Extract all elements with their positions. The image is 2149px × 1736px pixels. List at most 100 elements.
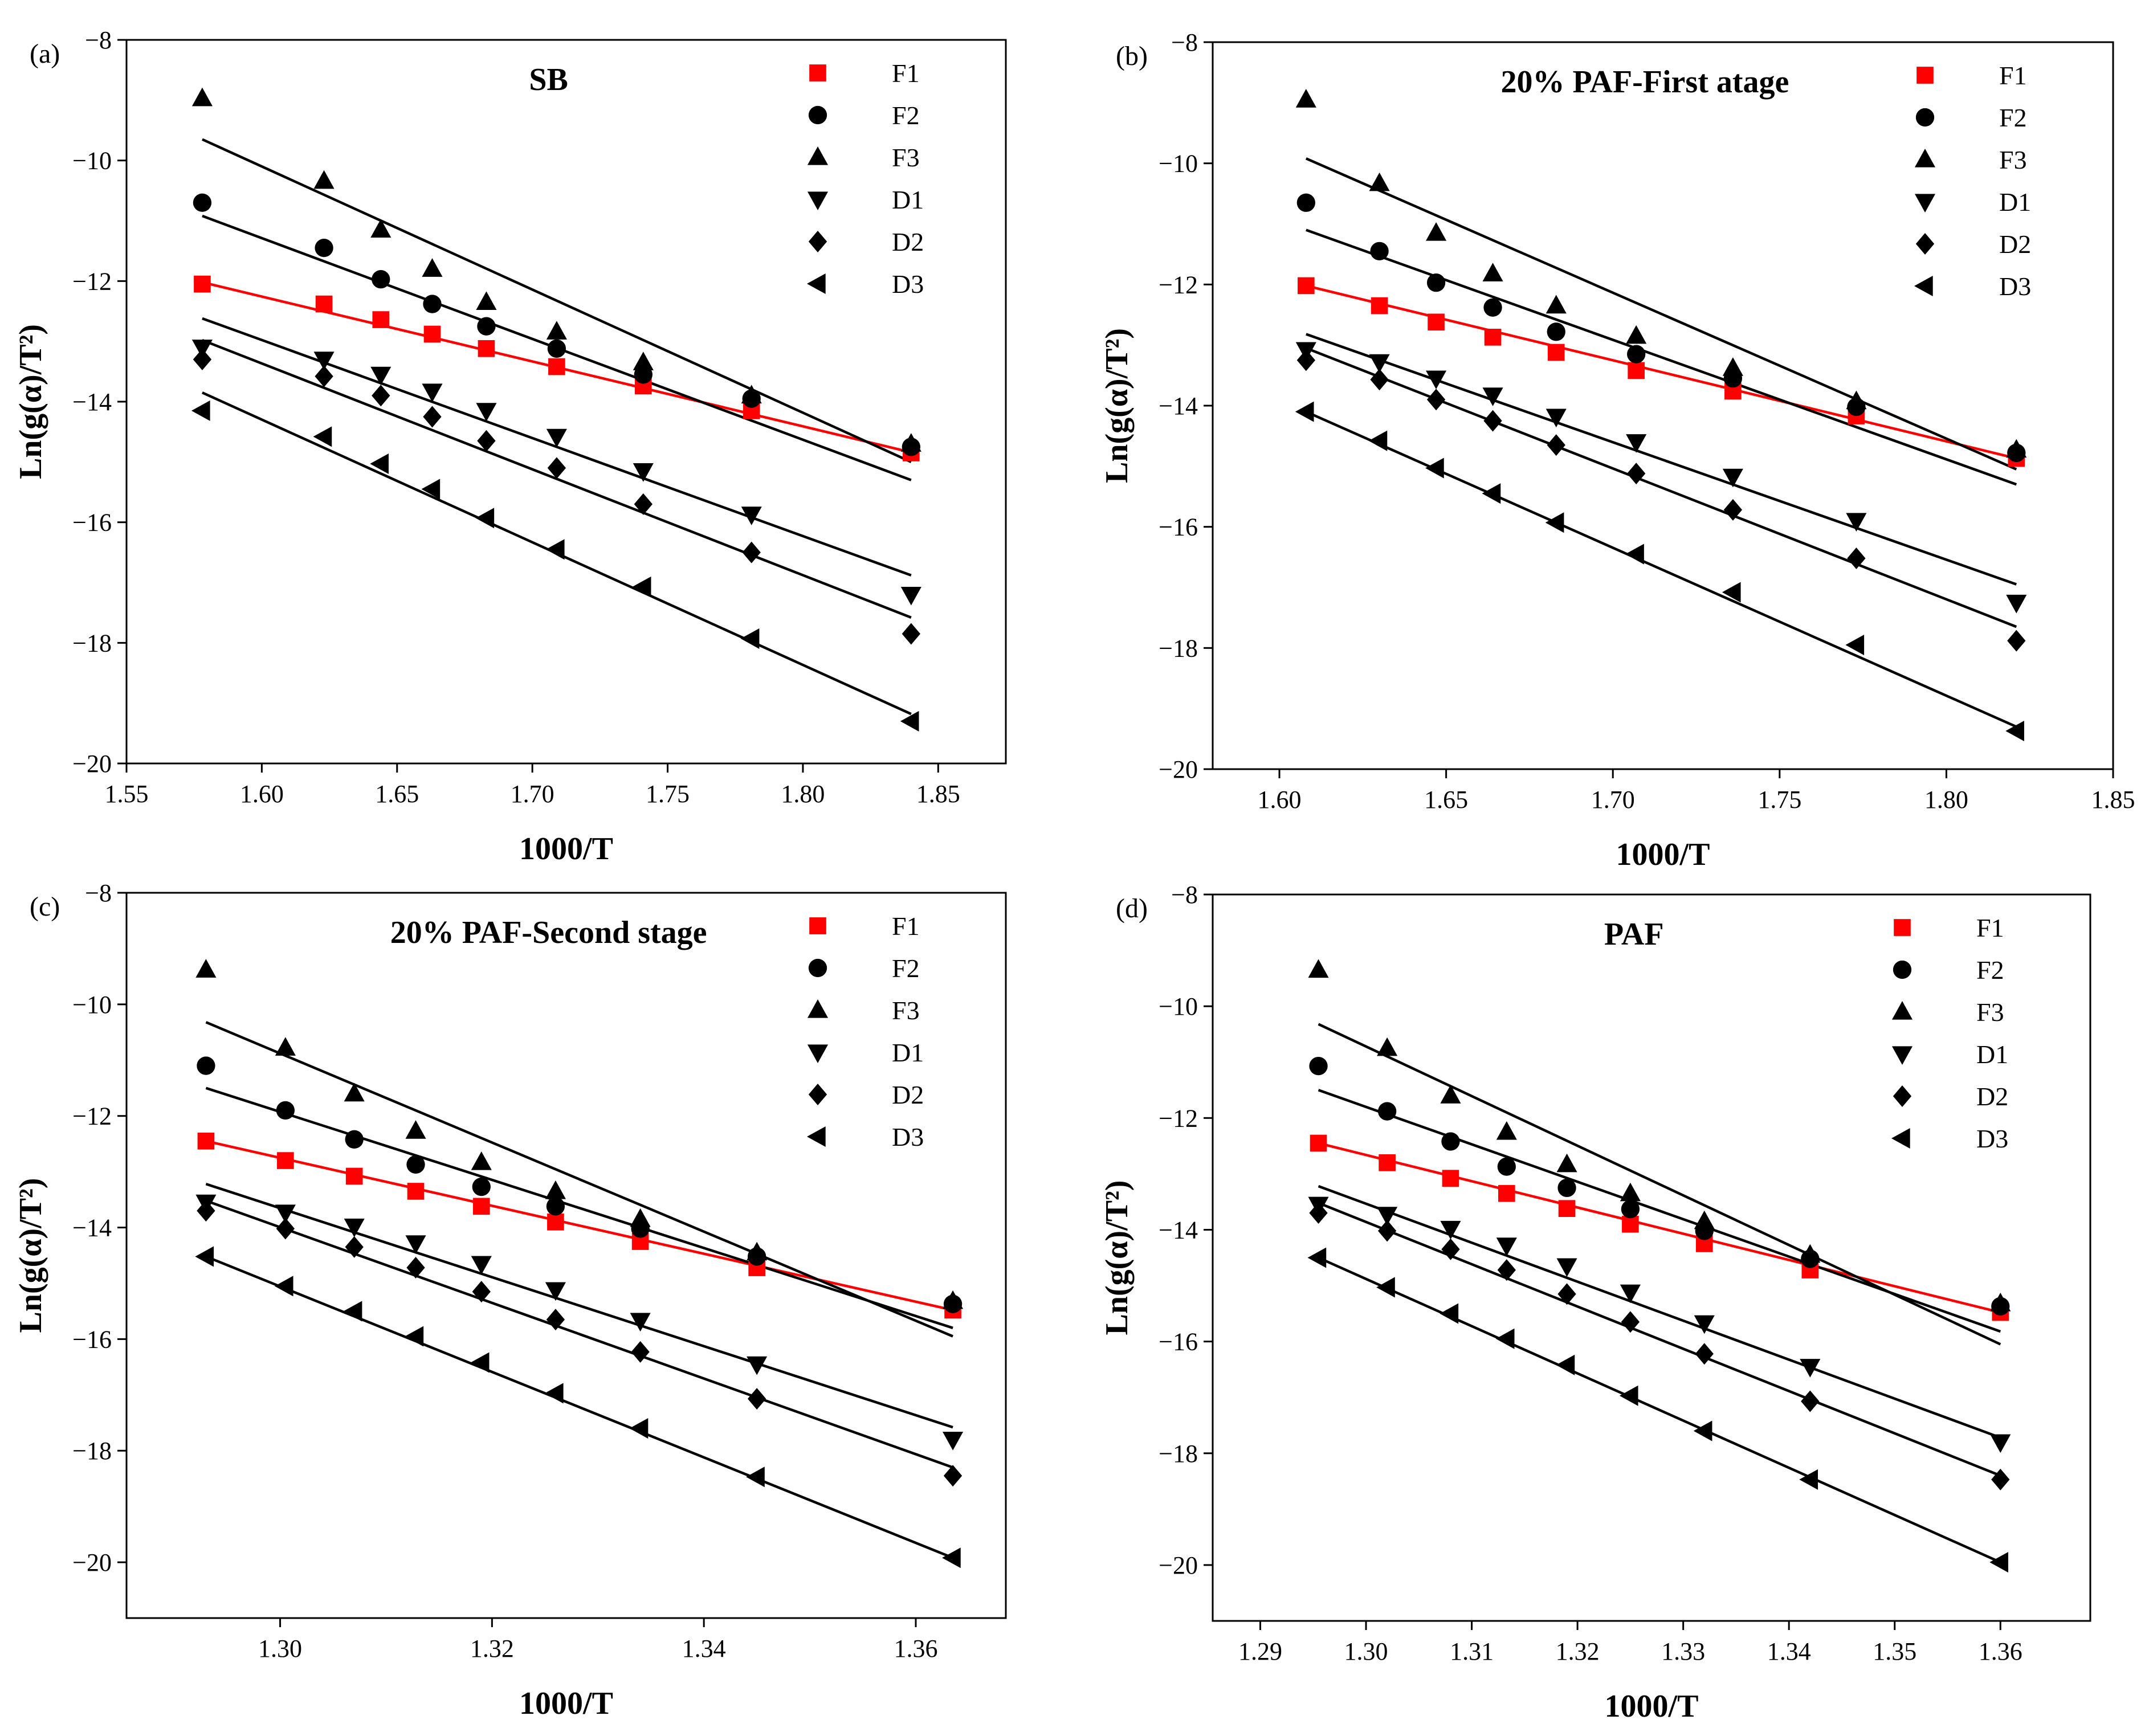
y-tick-label: −16 [72, 509, 112, 537]
data-point-d2 [276, 1218, 295, 1240]
x-tick-label: 1.65 [1424, 786, 1468, 814]
data-point-d3 [470, 1352, 490, 1373]
legend-label-d2: D2 [1976, 1082, 2008, 1111]
data-point-f3 [1620, 1182, 1641, 1202]
data-point-d3 [1693, 1420, 1712, 1441]
y-tick-label: −20 [72, 1549, 112, 1576]
plot-frame [125, 892, 1007, 1619]
legend-label-f3: F3 [892, 143, 920, 172]
data-point-f2 [472, 1177, 491, 1196]
x-tick-label: 1.29 [1238, 1637, 1282, 1665]
x-tick-label: 1.85 [916, 780, 960, 808]
data-point-d3 [421, 479, 441, 500]
x-axis-title: 1000/T [1605, 1689, 1699, 1724]
data-point-f3 [344, 1083, 365, 1102]
x-tick-label: 1.32 [1556, 1637, 1600, 1665]
x-axis-title: 1000/T [1616, 837, 1710, 872]
x-tick-label: 1.60 [240, 780, 284, 808]
data-point-f2 [406, 1155, 425, 1174]
series-f3 [1295, 89, 2027, 458]
fit-line-f2 [1306, 228, 2017, 486]
data-point-f1 [372, 311, 390, 328]
fit-line-f3 [1305, 157, 2017, 471]
y-tick-label: −20 [1159, 755, 1198, 783]
data-point-f3 [1626, 325, 1647, 344]
legend-marker-f1 [1916, 67, 1934, 84]
legend-label-d1: D1 [892, 1038, 924, 1067]
legend-label-d2: D2 [892, 1080, 924, 1109]
panel-title: 20% PAF-First atage [1500, 64, 1789, 100]
data-point-d3 [1545, 512, 1564, 533]
data-point-f3 [471, 1151, 492, 1170]
data-point-d1 [1426, 370, 1447, 390]
legend-marker-d2 [808, 1084, 827, 1105]
fit-line-f1 [1306, 284, 2017, 460]
legend-label-f2: F2 [1976, 955, 2004, 985]
chart-panel-c: 1.30 1.32 1.34 1.36 −8 −10 −12 −14 −16 −18 −20 (c) 2… [13, 879, 1007, 1721]
legend-label-f2: F2 [1999, 103, 2027, 132]
data-point-d3 [900, 710, 919, 732]
data-point-d3 [313, 426, 332, 447]
legend-label-f1: F1 [892, 59, 920, 88]
y-tick-label: −20 [72, 750, 112, 778]
fit-line-f2 [205, 1086, 953, 1329]
data-point-d1 [942, 1431, 964, 1451]
series-f3 [1308, 959, 2011, 1312]
data-point-d3 [1376, 1277, 1395, 1298]
data-point-d1 [546, 428, 567, 448]
data-point-d2 [423, 406, 442, 428]
data-point-d2 [742, 541, 761, 563]
data-point-f3 [630, 1208, 651, 1227]
data-point-f1 [547, 1213, 564, 1231]
data-point-d1 [1369, 354, 1390, 373]
data-point-f1 [407, 1183, 425, 1200]
data-point-d1 [630, 1313, 651, 1332]
data-point-d1 [1556, 1258, 1577, 1277]
legend-label-d3: D3 [892, 1122, 924, 1151]
series-d2 [1309, 1202, 2010, 1490]
data-point-d2 [1991, 1468, 2010, 1490]
data-point-d1 [1800, 1359, 1821, 1378]
legend-label-f2: F2 [892, 101, 920, 130]
data-point-d2 [546, 1309, 565, 1331]
legend-marker-f2 [1915, 108, 1935, 127]
data-point-f3 [1722, 357, 1743, 376]
data-point-f3 [1369, 172, 1390, 191]
data-point-d3 [1440, 1303, 1459, 1324]
chart-panel-b: 1.60 1.65 1.70 1.75 1.80 1.85 −8 −10 −12 −14 −16 −1… [1099, 28, 2135, 872]
x-tick-label: 1.36 [1979, 1637, 2022, 1665]
series-d1 [1295, 342, 2027, 614]
data-point-f2 [1296, 193, 1316, 212]
data-point-d3 [370, 453, 389, 475]
y-tick-label: −12 [1159, 271, 1198, 299]
x-tick-label: 1.70 [511, 780, 554, 808]
series-d3 [191, 400, 919, 732]
data-point-d3 [1845, 634, 1865, 656]
data-point-f2 [1370, 242, 1389, 260]
y-axis-title: Ln(g(α)/T²) [1099, 1180, 1135, 1335]
x-axis-title: 1000/T [519, 1686, 613, 1721]
legend-label-f3: F3 [892, 996, 920, 1025]
fit-line-d1 [1306, 333, 2017, 586]
data-point-d2 [747, 1388, 766, 1410]
y-tick-label: −14 [1159, 392, 1198, 420]
data-point-d3 [1722, 582, 1741, 603]
legend-marker-f2 [808, 105, 827, 125]
data-point-f3 [1800, 1244, 1821, 1263]
series-f3 [195, 959, 964, 1309]
legend-marker-f1 [1894, 919, 1911, 936]
data-point-d2 [943, 1465, 963, 1487]
data-point-f1 [277, 1152, 294, 1169]
series-f2 [1296, 193, 2026, 463]
x-tick-label: 1.55 [105, 780, 149, 808]
data-point-f3 [942, 1290, 964, 1309]
data-point-d1 [1990, 1434, 2011, 1453]
legend-label-d1: D1 [1999, 187, 2031, 217]
fit-line-d2 [1306, 346, 2017, 628]
chart-panel-a: 1.55 1.60 1.65 1.70 1.75 1.80 1.85 −8 −10 −12 −14 −… [13, 26, 1007, 867]
data-point-d2 [902, 623, 920, 645]
y-tick-label: −10 [1159, 150, 1198, 178]
data-point-d1 [2006, 594, 2027, 614]
fit-line-d2 [205, 1199, 953, 1469]
y-tick-label: −18 [72, 629, 112, 657]
